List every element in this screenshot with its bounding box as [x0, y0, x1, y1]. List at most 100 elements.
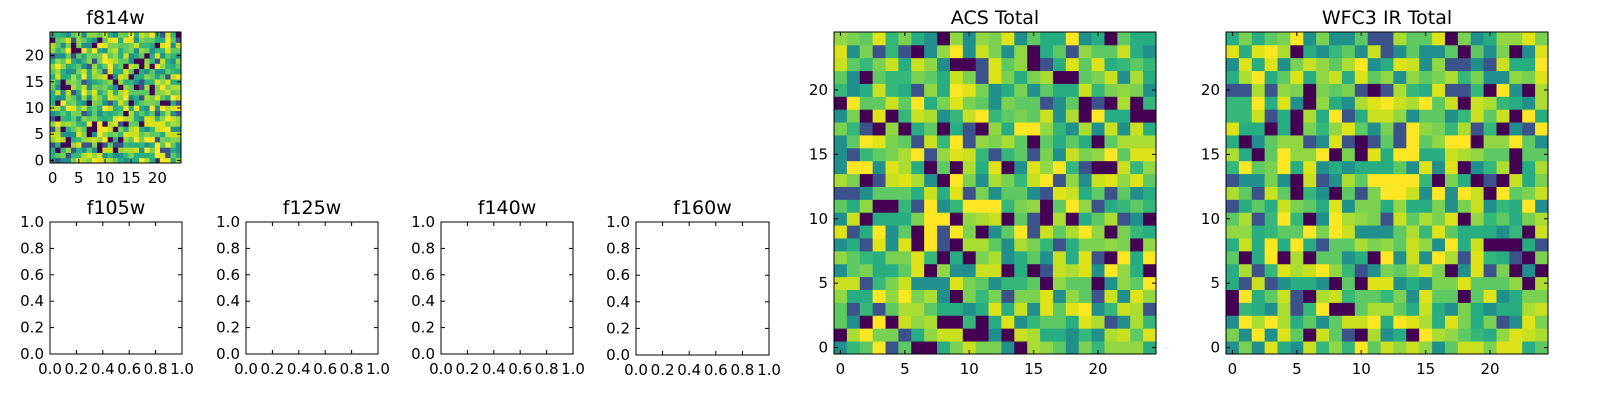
- heatmap-cell: [962, 225, 977, 239]
- heatmap-cell: [1470, 186, 1484, 200]
- heatmap-cell: [1104, 186, 1118, 200]
- heatmap-cell: [898, 302, 912, 316]
- heatmap-cell: [1226, 263, 1240, 278]
- heatmap-cell: [846, 57, 861, 72]
- heatmap-cell: [1014, 250, 1028, 265]
- heatmap-cell: [1091, 122, 1105, 136]
- heatmap-cell: [1316, 44, 1330, 59]
- heatmap-cell: [1535, 122, 1549, 136]
- heatmap-cell: [60, 94, 67, 101]
- heatmap-cell: [160, 37, 166, 43]
- heatmap-cell: [937, 83, 951, 97]
- heatmap-cell: [128, 147, 135, 153]
- heatmap-cell: [91, 110, 98, 117]
- heatmap-cell: [1303, 135, 1317, 149]
- heatmap-cell: [1251, 135, 1266, 149]
- y-tick-label: 0.0: [20, 345, 44, 363]
- heatmap-cell: [1027, 199, 1041, 213]
- heatmap-cell: [97, 89, 103, 96]
- heatmap-cell: [65, 79, 72, 85]
- heatmap-cell: [60, 142, 67, 148]
- heatmap-cells: [1226, 32, 1549, 355]
- heatmap-cell: [81, 58, 88, 64]
- heatmap-cell: [1316, 57, 1330, 72]
- heatmap-cell: [1078, 70, 1092, 84]
- heatmap-cell: [123, 73, 129, 80]
- heatmap-cell: [898, 147, 912, 162]
- heatmap-cell: [81, 79, 88, 85]
- heatmap-cell: [112, 157, 119, 164]
- heatmap-cell: [133, 58, 140, 64]
- heatmap-cell: [1393, 135, 1407, 149]
- heatmap-cell: [81, 47, 88, 54]
- y-tick-label: 10: [25, 99, 44, 117]
- heatmap-cell: [76, 37, 82, 43]
- heatmap-cell: [1143, 276, 1157, 290]
- heatmap-cell: [1091, 276, 1105, 290]
- heatmap-cell: [175, 84, 182, 91]
- heatmap-cell: [1143, 122, 1157, 136]
- heatmap-cell: [1406, 186, 1420, 200]
- heatmap-cell: [1509, 302, 1523, 316]
- heatmap-cell: [1078, 186, 1092, 200]
- heatmap-cell: [102, 58, 109, 64]
- heatmap-cell: [60, 89, 67, 96]
- heatmap-cell: [1380, 225, 1394, 239]
- heatmap-cell: [1432, 186, 1446, 200]
- heatmap-cell: [1509, 263, 1523, 278]
- heatmap-cell: [924, 276, 938, 290]
- heatmap-cell: [170, 147, 177, 153]
- heatmap-cell: [160, 63, 166, 70]
- heatmap-cell: [76, 121, 82, 127]
- heatmap-cell: [160, 110, 166, 117]
- heatmap-cell: [144, 37, 150, 43]
- heatmap-cell: [898, 289, 912, 303]
- heatmap-cell: [1078, 263, 1092, 278]
- heatmap-cell: [160, 84, 166, 91]
- heatmap-cell: [1457, 238, 1472, 252]
- heatmap-cell: [1065, 302, 1080, 316]
- heatmap-cell: [1251, 44, 1266, 59]
- heatmap-cell: [949, 302, 964, 316]
- heatmap-cell: [1001, 135, 1015, 149]
- heatmap-cell: [1040, 57, 1054, 72]
- heatmap-cell: [1078, 122, 1092, 136]
- heatmap-cell: [1040, 83, 1054, 97]
- heatmap-cell: [1496, 173, 1510, 187]
- heatmap-cell: [139, 110, 145, 117]
- heatmap-cell: [165, 142, 171, 148]
- heatmap-cell: [81, 63, 88, 70]
- heatmap-cell: [70, 94, 77, 101]
- heatmap-cell: [118, 110, 124, 117]
- heatmap-cell: [1457, 57, 1472, 72]
- heatmap-cell: [924, 57, 938, 72]
- heatmap-cell: [1290, 250, 1304, 265]
- heatmap-cell: [123, 52, 129, 59]
- heatmap-cell: [149, 84, 156, 91]
- heatmap-cell: [1329, 147, 1343, 162]
- heatmap-cell: [50, 115, 56, 122]
- heatmap-cell: [1535, 173, 1549, 187]
- heatmap-cell: [1078, 160, 1092, 175]
- x-tick-label: 1.0: [561, 360, 585, 378]
- heatmap-cell: [65, 105, 72, 111]
- heatmap-cell: [60, 37, 67, 43]
- x-tick-label: 15: [1416, 360, 1435, 378]
- heatmap-cell: [1367, 212, 1381, 226]
- heatmap-cell: [81, 110, 88, 117]
- heatmap-cell: [1341, 225, 1356, 239]
- heatmap-cell: [1290, 315, 1304, 329]
- heatmap-cell: [175, 42, 182, 49]
- heatmap-cell: [1483, 289, 1497, 303]
- heatmap-cell: [133, 32, 140, 38]
- heatmap-cell: [139, 100, 145, 106]
- heatmap-cell: [1419, 199, 1433, 213]
- heatmap-cell: [1419, 276, 1433, 290]
- heatmap-cell: [1483, 57, 1497, 72]
- heatmap-cell: [102, 37, 109, 43]
- heatmap-cell: [872, 225, 886, 239]
- heatmap-cell: [949, 109, 964, 123]
- heatmap-cell: [1535, 199, 1549, 213]
- heatmap-cell: [1226, 186, 1240, 200]
- heatmap-cell: [911, 70, 925, 84]
